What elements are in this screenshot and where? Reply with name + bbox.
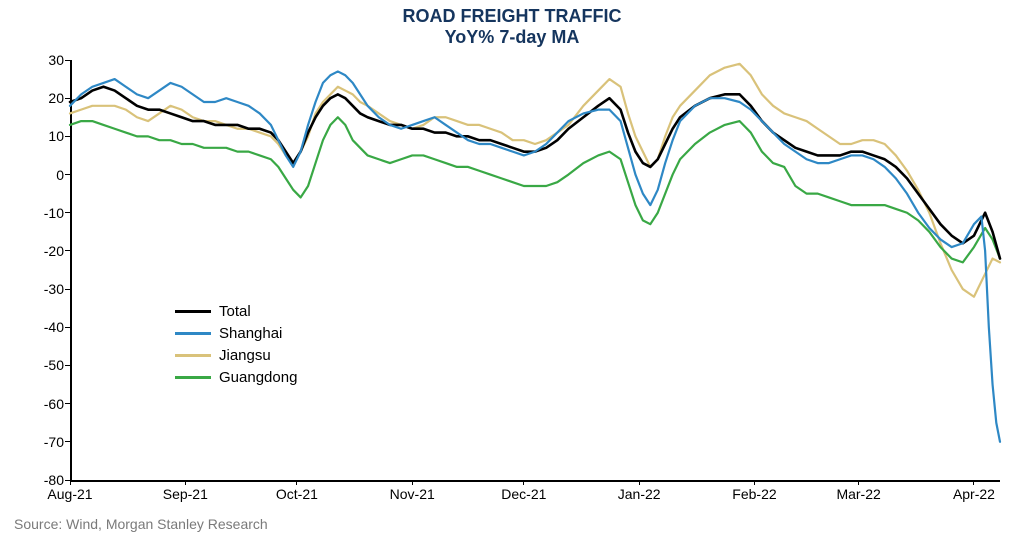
- legend-swatch: [175, 376, 211, 379]
- title-line-2: YoY% 7-day MA: [0, 27, 1024, 48]
- source-text: Source: Wind, Morgan Stanley Research: [14, 516, 268, 532]
- legend-swatch: [175, 332, 211, 335]
- legend-swatch: [175, 310, 211, 313]
- legend-swatch: [175, 354, 211, 357]
- x-tick-mark: [754, 480, 755, 485]
- plot-area: 3020100-10-20-30-40-50-60-70-80Aug-21Sep…: [70, 60, 1000, 480]
- x-tick-mark: [296, 480, 297, 485]
- y-tick-mark: [65, 250, 70, 251]
- x-tick-mark: [858, 480, 859, 485]
- x-tick-mark: [70, 480, 71, 485]
- x-tick-mark: [412, 480, 413, 485]
- y-tick-mark: [65, 212, 70, 213]
- legend-label: Shanghai: [219, 325, 282, 342]
- series-guangdong: [70, 117, 1000, 262]
- title-line-1: ROAD FREIGHT TRAFFIC: [0, 6, 1024, 27]
- legend-item: Shanghai: [175, 322, 297, 344]
- y-tick-mark: [65, 98, 70, 99]
- legend: Total Shanghai Jiangsu Guangdong: [175, 300, 297, 388]
- y-tick-mark: [65, 289, 70, 290]
- series-jiangsu: [70, 64, 1000, 297]
- y-tick-mark: [65, 174, 70, 175]
- chart-container: ROAD FREIGHT TRAFFIC YoY% 7-day MA 30201…: [0, 0, 1024, 544]
- legend-item: Guangdong: [175, 366, 297, 388]
- x-tick-mark: [185, 480, 186, 485]
- legend-label: Guangdong: [219, 369, 297, 386]
- y-tick-mark: [65, 327, 70, 328]
- y-tick-mark: [65, 403, 70, 404]
- y-tick-mark: [65, 365, 70, 366]
- series-svg: [70, 60, 1000, 480]
- series-total: [70, 87, 1000, 259]
- y-tick-mark: [65, 441, 70, 442]
- x-tick-mark: [973, 480, 974, 485]
- legend-item: Jiangsu: [175, 344, 297, 366]
- y-tick-mark: [65, 60, 70, 61]
- x-tick-mark: [639, 480, 640, 485]
- x-tick-mark: [523, 480, 524, 485]
- chart-title: ROAD FREIGHT TRAFFIC YoY% 7-day MA: [0, 6, 1024, 48]
- legend-label: Jiangsu: [219, 347, 271, 364]
- y-tick-mark: [65, 136, 70, 137]
- legend-item: Total: [175, 300, 297, 322]
- legend-label: Total: [219, 303, 251, 320]
